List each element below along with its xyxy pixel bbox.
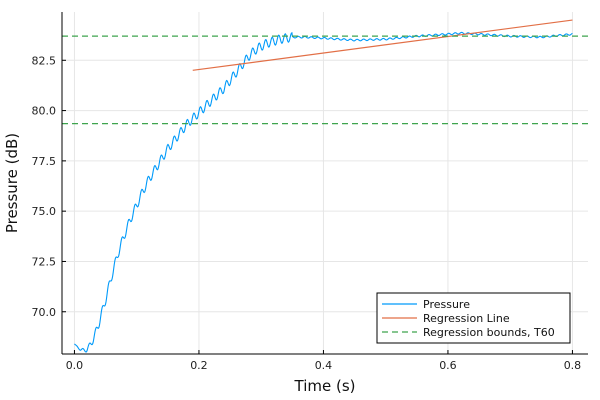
y-tick-label: 82.5 [32, 54, 57, 67]
legend: Pressure Regression Line Regression boun… [376, 292, 571, 344]
x-tick-label: 0.4 [315, 359, 333, 372]
y-axis-label: Pressure (dB) [3, 133, 21, 233]
y-tick-label: 77.5 [32, 155, 57, 168]
x-tick-label: 0.2 [190, 359, 208, 372]
x-tick-label: 0.6 [439, 359, 457, 372]
y-tick-label: 70.0 [32, 306, 57, 319]
regression-line [192, 19, 573, 71]
legend-entry-regression-line: Regression Line [423, 312, 510, 325]
y-tick-label: 72.5 [32, 255, 57, 268]
plot-series [62, 19, 588, 353]
y-tick-label: 75.0 [32, 205, 57, 218]
x-tick-label: 0.0 [66, 359, 84, 372]
grid [62, 12, 588, 354]
y-tick-label: 80.0 [32, 105, 57, 118]
legend-entry-regression-bounds: Regression bounds, T60 [423, 326, 555, 339]
x-tick-label: 0.8 [564, 359, 582, 372]
pressure-line [74, 31, 573, 353]
legend-entry-pressure: Pressure [423, 298, 470, 311]
axes [61, 12, 588, 355]
ticks: 0.0 0.2 0.4 0.6 0.8 70.0 72.5 75.0 77.5 80.0 82.5 [32, 54, 582, 372]
x-axis-label: Time (s) [294, 377, 356, 395]
